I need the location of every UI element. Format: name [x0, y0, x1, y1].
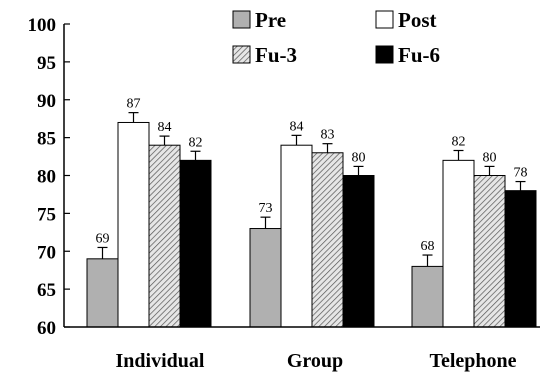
bar-pre-telephone	[411, 265, 444, 328]
y-tick-label: 100	[28, 15, 57, 36]
bar-pre-group	[249, 228, 282, 328]
data-label: 78	[514, 166, 528, 181]
legend-swatch-fu-3	[232, 45, 251, 64]
bar-fu-3-group	[311, 152, 344, 328]
bar-fu-3-individual	[148, 144, 181, 328]
data-label: 83	[321, 128, 335, 143]
y-tick-label: 60	[37, 318, 56, 339]
bars: 69 87 84 82 73 84 83 80 68 82 80 78	[86, 97, 537, 328]
legend-swatch-fu-6	[375, 45, 394, 64]
y-tick-label: 95	[37, 53, 56, 74]
data-label: 68	[421, 239, 435, 254]
data-label: 69	[96, 231, 110, 246]
y-tick-label: 75	[37, 204, 56, 225]
data-label: 80	[352, 150, 366, 165]
bar-pre-individual	[86, 258, 119, 328]
x-category-label: Individual	[116, 350, 205, 372]
legend-label-post: Post	[398, 8, 437, 32]
bar-fu-6-group	[342, 175, 375, 328]
data-label: 84	[158, 120, 172, 135]
legend: Pre Post Fu-3 Fu-6	[232, 8, 440, 67]
bar-fu-3-telephone	[473, 175, 506, 328]
x-category-label: Group	[287, 350, 343, 372]
bar-post-individual	[117, 121, 150, 328]
y-tick-label: 70	[37, 242, 56, 263]
legend-swatch-post	[375, 10, 394, 29]
bar-post-group	[280, 144, 313, 328]
data-label: 87	[127, 97, 141, 112]
legend-swatch-pre	[232, 10, 251, 29]
legend-label-fu-6: Fu-6	[398, 43, 440, 67]
data-label: 80	[483, 150, 497, 165]
data-label: 82	[452, 135, 466, 150]
y-tick-label: 85	[37, 129, 56, 150]
y-tick-label: 65	[37, 280, 56, 301]
data-label: 73	[259, 201, 273, 216]
x-category-label: Telephone	[429, 350, 516, 372]
data-label: 84	[290, 119, 304, 134]
y-tick-label: 90	[37, 91, 56, 112]
y-axis: 60 65 70 75 80 85 90 95 100	[28, 15, 70, 339]
bar-post-telephone	[442, 159, 475, 328]
legend-label-pre: Pre	[255, 8, 286, 32]
bar-fu-6-individual	[179, 159, 212, 328]
bar-fu-6-telephone	[504, 190, 537, 328]
legend-label-fu-3: Fu-3	[255, 43, 297, 67]
y-tick-label: 80	[37, 167, 56, 188]
x-axis: Individual Group Telephone	[64, 326, 540, 372]
data-label: 82	[189, 135, 203, 150]
